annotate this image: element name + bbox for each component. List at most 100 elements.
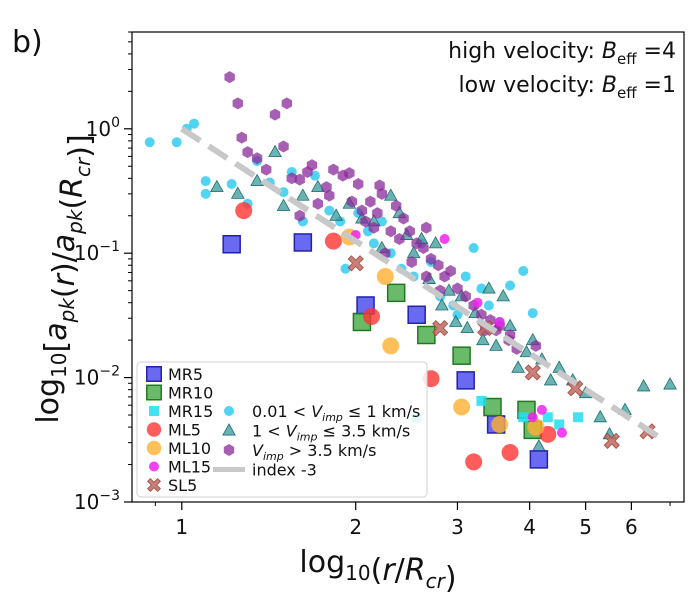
- legend-marker-ML5: [146, 422, 162, 437]
- x-axis-label-part: cr: [426, 569, 447, 593]
- point-0-01-v-imp-1-km-s: [518, 265, 529, 276]
- point-sl5: [432, 320, 449, 337]
- point-1-v-imp-3-5-km-s: [532, 439, 546, 452]
- legend-marker-vmid: [222, 423, 236, 436]
- x-tick-label: 4: [523, 515, 536, 539]
- point-v-imp-3-5-km-s: [390, 199, 402, 212]
- y-tick-exponent: 0: [111, 115, 120, 131]
- point-1-v-imp-3-5-km-s: [489, 338, 503, 351]
- point-ml15: [472, 297, 483, 308]
- legend-label-part: imp: [297, 431, 318, 444]
- legend-marker-vhigh: [223, 444, 235, 456]
- point-v-imp-3-5-km-s: [374, 179, 385, 192]
- legend-label-part: ≤ 3.5 km/s: [317, 422, 410, 441]
- legend-label-ML15: ML15: [168, 458, 211, 477]
- legend-label-MR15: MR15: [168, 402, 213, 421]
- point-v-imp-3-5-km-s: [242, 146, 253, 159]
- point-v-imp-3-5-km-s: [324, 189, 335, 202]
- point-v-imp-3-5-km-s: [460, 290, 471, 303]
- series-0-01-v-imp-1-km-s: [144, 118, 538, 327]
- point-v-imp-3-5-km-s: [433, 259, 444, 272]
- axis-labels: log10(r/Rcr)log10[apk(r)/apk(Rcr)]: [31, 134, 457, 596]
- point-v-imp-3-5-km-s: [421, 221, 432, 234]
- annotation-subscript: eff: [617, 84, 637, 102]
- legend-label-ML10: ML10: [168, 439, 211, 458]
- point-0-01-v-imp-1-km-s: [144, 137, 155, 148]
- point-1-v-imp-3-5-km-s: [311, 179, 325, 193]
- point-mr10: [386, 283, 406, 303]
- annotation-symbol: B: [602, 73, 617, 98]
- point-v-imp-3-5-km-s: [421, 270, 432, 283]
- point-mr5: [456, 371, 475, 390]
- point-0-01-v-imp-1-km-s: [376, 216, 387, 227]
- point-mr5: [222, 235, 241, 254]
- x-axis-label-part: /: [395, 553, 406, 588]
- point-1-v-imp-3-5-km-s: [476, 332, 490, 346]
- point-0-01-v-imp-1-km-s: [527, 308, 538, 319]
- point-ml15: [439, 234, 450, 245]
- legend-marker-MR5: [146, 366, 162, 382]
- point-sl5: [603, 432, 620, 449]
- legend-box: [136, 361, 428, 498]
- point-v-imp-3-5-km-s: [328, 163, 339, 176]
- y-tick-exponent: −1: [99, 239, 120, 255]
- point-1-v-imp-3-5-km-s: [295, 188, 310, 201]
- point-ml15: [527, 412, 538, 423]
- y-tick-exponent: −2: [99, 364, 120, 380]
- point-v-imp-3-5-km-s: [294, 173, 305, 186]
- y-tick-exponent: −3: [99, 488, 120, 504]
- point-sl5: [347, 255, 364, 272]
- legend-label-part: imp: [263, 450, 284, 463]
- point-mr5: [529, 450, 549, 469]
- point-0-01-v-imp-1-km-s: [171, 137, 182, 148]
- point-v-imp-3-5-km-s: [368, 221, 380, 234]
- point-mr15: [554, 419, 565, 430]
- point-1-v-imp-3-5-km-s: [593, 409, 608, 423]
- point-v-imp-3-5-km-s: [251, 152, 263, 165]
- series-sl5: [347, 255, 656, 449]
- point-1-v-imp-3-5-km-s: [329, 208, 344, 221]
- legend-marker-SL5: [147, 478, 161, 492]
- point-ml10: [491, 415, 509, 433]
- point-1-v-imp-3-5-km-s: [428, 236, 443, 249]
- legend-label-part: V: [286, 422, 298, 441]
- point-v-imp-3-5-km-s: [261, 163, 272, 176]
- point-1-v-imp-3-5-km-s: [268, 144, 282, 158]
- point-mr5: [407, 305, 426, 325]
- legend-label-part: 0.01 <: [252, 402, 311, 421]
- series-ml5: [235, 202, 557, 471]
- annotation-suffix: =4: [637, 39, 676, 64]
- point-v-imp-3-5-km-s: [418, 242, 429, 255]
- y-tick-base: 10: [74, 241, 99, 265]
- y-axis-label-part: )]: [63, 134, 98, 157]
- axes-frame: [131, 31, 685, 503]
- point-0-01-v-imp-1-km-s: [324, 205, 335, 216]
- legend-marker-ML15: [149, 461, 159, 472]
- x-tick-label: 1: [175, 515, 188, 539]
- point-v-imp-3-5-km-s: [530, 339, 542, 352]
- legend-label-fit: index -3: [252, 461, 317, 480]
- point-v-imp-3-5-km-s: [269, 108, 281, 121]
- point-mr15: [542, 412, 553, 423]
- point-1-v-imp-3-5-km-s: [511, 360, 525, 373]
- legend-label-MR10: MR10: [168, 384, 213, 403]
- panel-label: b): [12, 25, 43, 60]
- point-mr5: [293, 233, 313, 252]
- y-axis-label-part: )/: [47, 251, 82, 274]
- point-0-01-v-imp-1-km-s: [200, 176, 211, 187]
- point-v-imp-3-5-km-s: [398, 212, 409, 225]
- point-v-imp-3-5-km-s: [224, 71, 235, 84]
- x-tick-label: 6: [625, 515, 638, 539]
- point-ml15: [536, 404, 547, 415]
- series-ml10: [340, 228, 545, 436]
- plot-area: [144, 71, 677, 471]
- annotation-text: high velocity: Beff =4: [448, 39, 676, 68]
- point-sl5: [524, 364, 541, 381]
- point-v-imp-3-5-km-s: [385, 225, 396, 238]
- point-v-imp-3-5-km-s: [294, 209, 305, 222]
- y-axis-label-part: R: [55, 177, 90, 198]
- x-tick-label: 5: [579, 515, 592, 539]
- point-v-imp-3-5-km-s: [356, 204, 368, 217]
